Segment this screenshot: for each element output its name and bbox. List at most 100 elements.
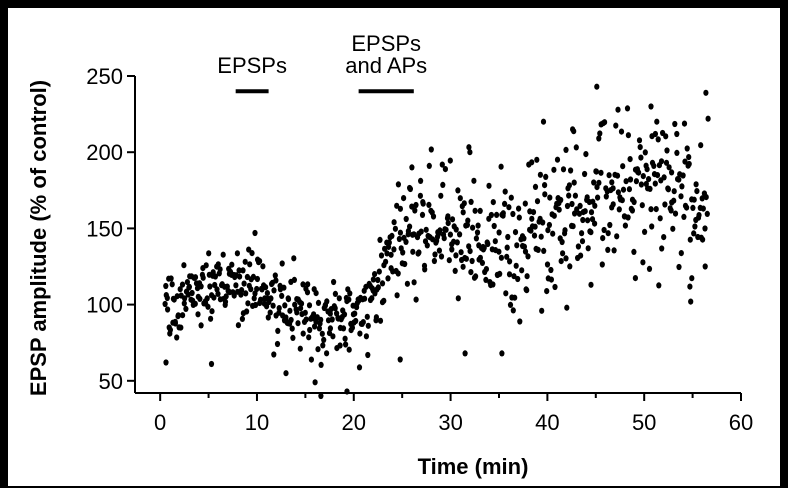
- data-point: [512, 229, 519, 236]
- data-point: [661, 174, 667, 181]
- data-point: [410, 248, 416, 255]
- data-point: [479, 259, 485, 266]
- data-point: [609, 179, 615, 186]
- data-point: [332, 290, 338, 297]
- data-point: [503, 290, 509, 297]
- data-point: [239, 315, 245, 322]
- data-point: [470, 224, 476, 231]
- data-point: [625, 132, 632, 139]
- data-point: [375, 276, 381, 284]
- data-point: [569, 200, 575, 208]
- data-point: [443, 226, 449, 233]
- data-point: [365, 351, 371, 359]
- data-point: [574, 206, 580, 213]
- data-point: [538, 233, 544, 240]
- data-point: [182, 295, 188, 302]
- data-point: [211, 294, 217, 301]
- data-point: [483, 266, 489, 273]
- data-point: [671, 197, 677, 204]
- data-point: [215, 290, 221, 297]
- data-point: [181, 300, 187, 307]
- data-point: [215, 261, 221, 268]
- data-point: [620, 163, 626, 170]
- data-point: [205, 303, 211, 310]
- data-point: [332, 305, 338, 312]
- data-point: [666, 164, 672, 171]
- data-point: [543, 173, 549, 180]
- data-point: [700, 205, 706, 212]
- data-point: [381, 297, 387, 304]
- data-point: [428, 146, 434, 153]
- data-point: [638, 181, 645, 188]
- data-point: [647, 185, 653, 192]
- data-point: [566, 192, 572, 199]
- data-point: [294, 309, 300, 316]
- data-point: [490, 281, 496, 288]
- data-point: [407, 185, 413, 193]
- data-point: [669, 169, 675, 176]
- data-point: [460, 209, 466, 216]
- data-point: [318, 392, 324, 400]
- data-point: [217, 266, 223, 273]
- data-point: [676, 263, 682, 271]
- data-point: [432, 251, 438, 258]
- data-point: [336, 295, 342, 302]
- data-point: [654, 172, 661, 179]
- data-point: [385, 275, 391, 282]
- data-point: [312, 379, 318, 386]
- data-point: [703, 89, 709, 96]
- y-tick-label: 200: [86, 140, 123, 165]
- data-point: [247, 261, 253, 268]
- data-point: [238, 291, 244, 298]
- data-point: [289, 325, 295, 332]
- data-point: [681, 213, 687, 220]
- data-point: [300, 281, 306, 288]
- data-point: [402, 260, 408, 268]
- data-point: [680, 172, 686, 179]
- data-point: [394, 202, 400, 209]
- data-point: [417, 192, 423, 199]
- data-point: [352, 310, 358, 317]
- data-point: [272, 272, 278, 279]
- data-point: [254, 285, 260, 293]
- data-point: [648, 206, 654, 213]
- data-point: [373, 314, 379, 321]
- data-point: [661, 234, 667, 241]
- data-point: [462, 350, 468, 357]
- data-point: [467, 248, 473, 255]
- data-point: [654, 118, 660, 125]
- data-point: [186, 283, 192, 290]
- data-point: [327, 325, 333, 332]
- data-point: [498, 254, 504, 261]
- data-point: [198, 322, 204, 329]
- y-axis-title: EPSP amplitude (% of control): [26, 80, 51, 396]
- data-point: [268, 295, 274, 302]
- data-point: [605, 246, 611, 253]
- data-point: [466, 144, 472, 151]
- data-point: [252, 229, 258, 237]
- data-point: [458, 249, 464, 256]
- data-point: [663, 133, 669, 140]
- data-point: [300, 330, 306, 337]
- data-point: [223, 293, 229, 300]
- data-point: [302, 309, 308, 316]
- data-point: [556, 206, 562, 213]
- data-point: [164, 294, 170, 302]
- data-point: [460, 263, 466, 270]
- data-point: [419, 211, 426, 218]
- y-tick-label: 150: [86, 216, 123, 241]
- data-point: [321, 336, 327, 343]
- data-point: [315, 299, 322, 306]
- data-point: [174, 334, 180, 341]
- data-point: [377, 236, 383, 243]
- data-point: [267, 309, 273, 316]
- data-point: [452, 267, 458, 274]
- figure-panel: EPSPs EPSPs and APs 0 10 20 30 40 50 60 50 100 150 2…: [8, 8, 780, 486]
- data-point: [615, 106, 621, 113]
- data-point: [195, 311, 201, 318]
- data-point: [491, 222, 497, 230]
- data-point: [646, 176, 652, 183]
- data-point: [220, 251, 226, 258]
- data-point: [592, 220, 598, 227]
- data-point: [203, 262, 209, 269]
